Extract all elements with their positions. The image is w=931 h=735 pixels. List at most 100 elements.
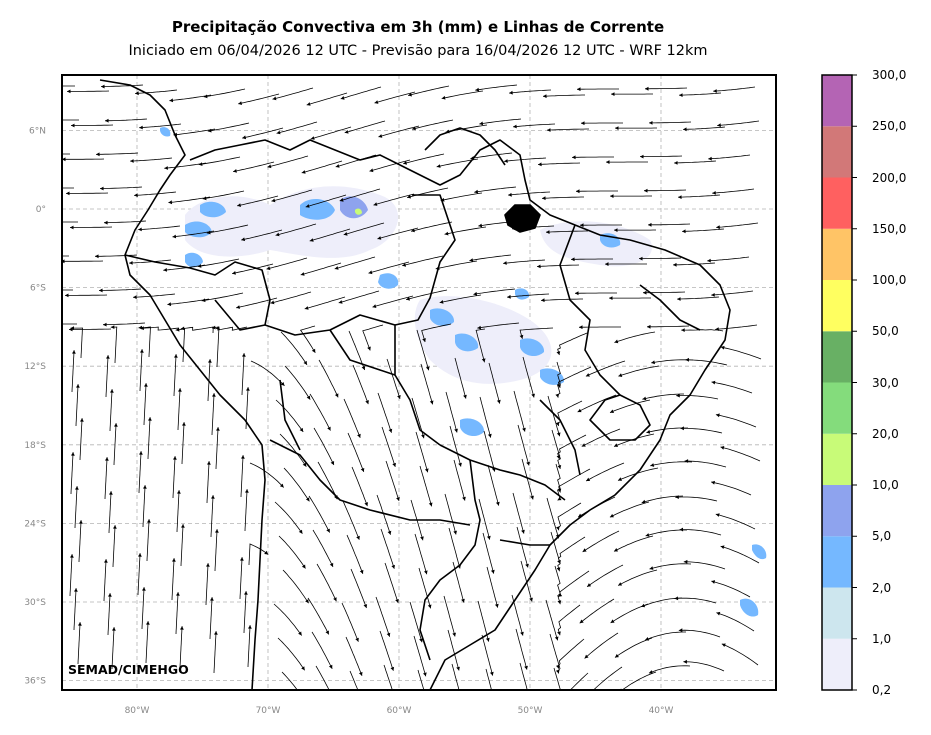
streamline-arrow [683,559,688,564]
streamline-arrow [462,496,466,501]
streamline [579,598,615,624]
streamline-arrow [576,189,580,194]
streamline-arrow [242,135,247,140]
streamline-arrow [237,203,241,207]
streamline [577,394,617,413]
lon-tick-label: 70°W [256,706,281,716]
streamline [503,259,546,264]
streamline [374,91,416,104]
streamline-arrow [581,121,585,126]
streamline [715,414,757,428]
streamline-arrow [424,570,428,575]
streamline-arrow [716,611,721,616]
streamline-arrow [208,359,212,363]
streamline [679,529,722,536]
streamline [241,353,245,396]
streamline [211,393,215,436]
streamline [639,257,682,259]
streamline [105,355,109,398]
streamline [180,524,184,567]
streamline [213,631,217,674]
streamline-arrow [579,325,583,330]
streamline-arrow [138,553,142,557]
streamline [420,363,433,405]
streamline [309,228,351,242]
streamline [541,196,584,199]
streamline-arrow [177,490,181,494]
streamline [108,491,112,534]
streamline [275,399,304,433]
streamline-arrow [440,197,445,202]
streamline-arrow [339,198,344,202]
streamline [133,293,176,298]
streamline [271,189,313,202]
streamline-arrow [474,189,479,194]
lat-tick-label: 0° [36,205,46,215]
streamline [340,86,382,100]
streamline [334,256,376,270]
streamline-arrow [555,669,560,674]
streamline [439,294,482,303]
streamline [545,599,558,641]
streamline-arrow [367,346,371,351]
streamline-arrow [453,530,457,535]
streamline [104,457,108,500]
streamline [558,570,590,598]
streamline-arrow [80,418,84,422]
streamline-arrow [298,631,302,636]
streamline [554,565,561,605]
streamline [181,422,185,465]
streamline-arrow [140,326,144,331]
streamline-arrow [557,465,562,469]
colorbar-segment [822,485,852,537]
streamline-arrow [547,128,551,132]
streamline-arrow [556,455,561,460]
streamline-arrow [279,483,284,488]
axis-ticks: 80°W 70°W 60°W 50°W 40°W 6°N 0° 6°S 12°S 18°S 24°S… [24,126,673,716]
streamline-arrow [578,513,583,518]
streamline-arrow [538,162,542,167]
streamline [488,362,501,404]
streamline [542,94,585,97]
streamline-arrow [105,118,109,123]
streamline-arrow [207,128,212,133]
streamline-arrow [470,156,475,160]
streamline [555,463,561,501]
streamline-arrow [110,389,114,393]
streamline-arrow [489,671,494,676]
lon-tick-label: 40°W [649,706,674,716]
streamline [445,391,458,433]
streamline [379,630,394,671]
streamline [341,602,359,642]
streamline-arrow [236,305,240,309]
streamline-arrow [618,582,623,586]
streamline [672,262,716,266]
streamline-arrow [392,462,396,467]
streamline-arrow [212,325,216,330]
streamline-arrow [181,524,185,528]
streamline [240,455,244,498]
streamline-arrow [557,560,561,564]
streamline-arrow [364,502,368,507]
colorbar-level-label: 10,0 [872,478,899,492]
streamline [301,160,343,174]
streamline [75,384,79,427]
streamline [373,193,415,206]
streamline-arrow [264,550,269,555]
streamline [237,195,279,207]
streamline [521,458,534,500]
colorbar [821,74,857,691]
streamline-arrow [78,622,82,626]
streamline-arrow [333,597,337,602]
colorbar-level-label: 50,0 [872,324,899,339]
streamline [169,94,212,102]
streamline-arrow [403,161,407,165]
streamline-arrow [275,232,280,237]
streamline [386,358,401,400]
streamline [362,324,384,351]
streamline [95,254,138,257]
streamline-arrow [133,295,137,300]
streamline-arrow [611,92,615,96]
streamline-arrow [306,102,311,106]
streamline-arrow [485,637,490,642]
